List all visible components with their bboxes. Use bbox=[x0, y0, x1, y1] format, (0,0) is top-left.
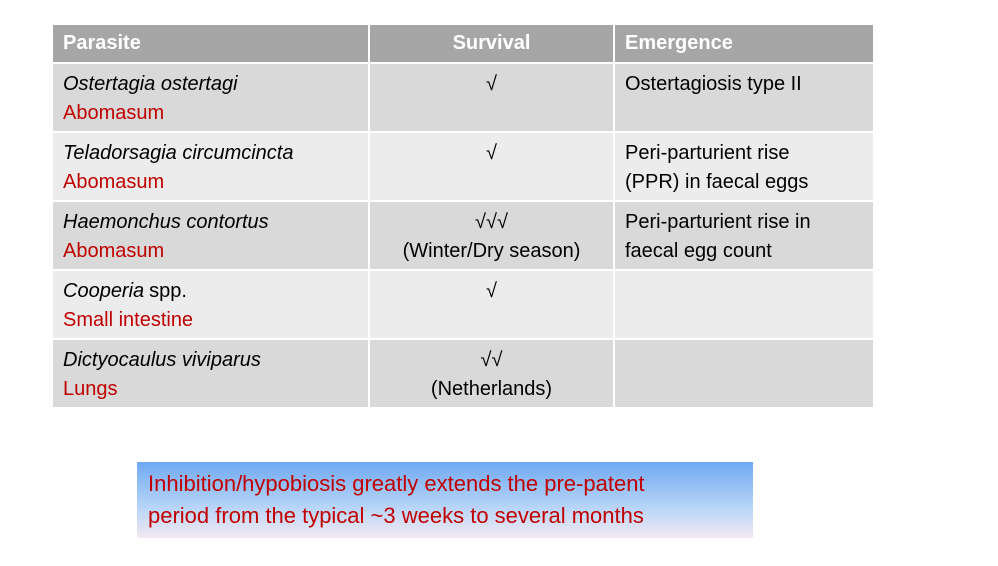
table-cell: Peri-parturient rise in faecal egg count bbox=[615, 202, 873, 269]
table-cell bbox=[615, 340, 873, 407]
table-cell: Cooperia spp. Small intestine bbox=[53, 271, 368, 338]
location: Abomasum bbox=[63, 240, 165, 262]
species: Cooperia bbox=[63, 280, 145, 302]
table-cell: Peri-parturient rise (PPR) in faecal eggs bbox=[615, 133, 873, 200]
table-cell: √√√ (Winter/Dry season) bbox=[370, 202, 613, 269]
emergence: Ostertagiosis type II bbox=[625, 73, 802, 95]
species-suffix: spp. bbox=[149, 280, 187, 302]
species: Ostertagia ostertagi bbox=[63, 73, 238, 95]
table-cell: Haemonchus contortus Abomasum bbox=[53, 202, 368, 269]
species: Teladorsagia circumcincta bbox=[63, 142, 294, 164]
note-line: period from the typical ~3 weeks to seve… bbox=[148, 503, 644, 528]
survival: √ bbox=[486, 73, 497, 95]
survival: (Winter/Dry season) bbox=[402, 240, 581, 262]
parasite-name: Haemonchus contortus bbox=[63, 208, 358, 237]
parasite-name: Dictyocaulus viviparus bbox=[63, 346, 358, 375]
table-cell: Dictyocaulus viviparus Lungs bbox=[53, 340, 368, 407]
location: Small intestine bbox=[63, 309, 194, 331]
emergence: faecal egg count bbox=[625, 240, 772, 262]
survival: √ bbox=[486, 142, 497, 164]
emergence: (PPR) in faecal eggs bbox=[625, 171, 809, 193]
table-cell: √√ (Netherlands) bbox=[370, 340, 613, 407]
table-cell: Ostertagiosis type II bbox=[615, 64, 873, 131]
table-cell: Teladorsagia circumcincta Abomasum bbox=[53, 133, 368, 200]
note-line: Inhibition/hypobiosis greatly extends th… bbox=[148, 471, 645, 496]
emergence: Peri-parturient rise in bbox=[625, 211, 811, 233]
survival: √√√ bbox=[475, 211, 508, 233]
location: Abomasum bbox=[63, 171, 165, 193]
species: Dictyocaulus viviparus bbox=[63, 349, 261, 371]
survival: √√ bbox=[480, 349, 503, 371]
location: Abomasum bbox=[63, 102, 165, 124]
table-cell: √ bbox=[370, 64, 613, 131]
parasite-name: Cooperia spp. bbox=[63, 277, 358, 306]
note-box: Inhibition/hypobiosis greatly extends th… bbox=[137, 462, 753, 538]
table-cell: √ bbox=[370, 133, 613, 200]
parasite-name: Teladorsagia circumcincta bbox=[63, 139, 358, 168]
location: Lungs bbox=[63, 378, 118, 400]
header-cell: Emergence bbox=[615, 25, 873, 62]
survival: (Netherlands) bbox=[430, 378, 553, 400]
header-cell: Parasite bbox=[53, 25, 368, 62]
table-cell: Ostertagia ostertagi Abomasum bbox=[53, 64, 368, 131]
parasite-name: Ostertagia ostertagi bbox=[63, 70, 358, 99]
header-cell: Survival bbox=[370, 25, 613, 62]
table-cell bbox=[615, 271, 873, 338]
species: Haemonchus contortus bbox=[63, 211, 269, 233]
emergence: Peri-parturient rise bbox=[625, 142, 790, 164]
table-cell: √ bbox=[370, 271, 613, 338]
survival: √ bbox=[486, 280, 497, 302]
